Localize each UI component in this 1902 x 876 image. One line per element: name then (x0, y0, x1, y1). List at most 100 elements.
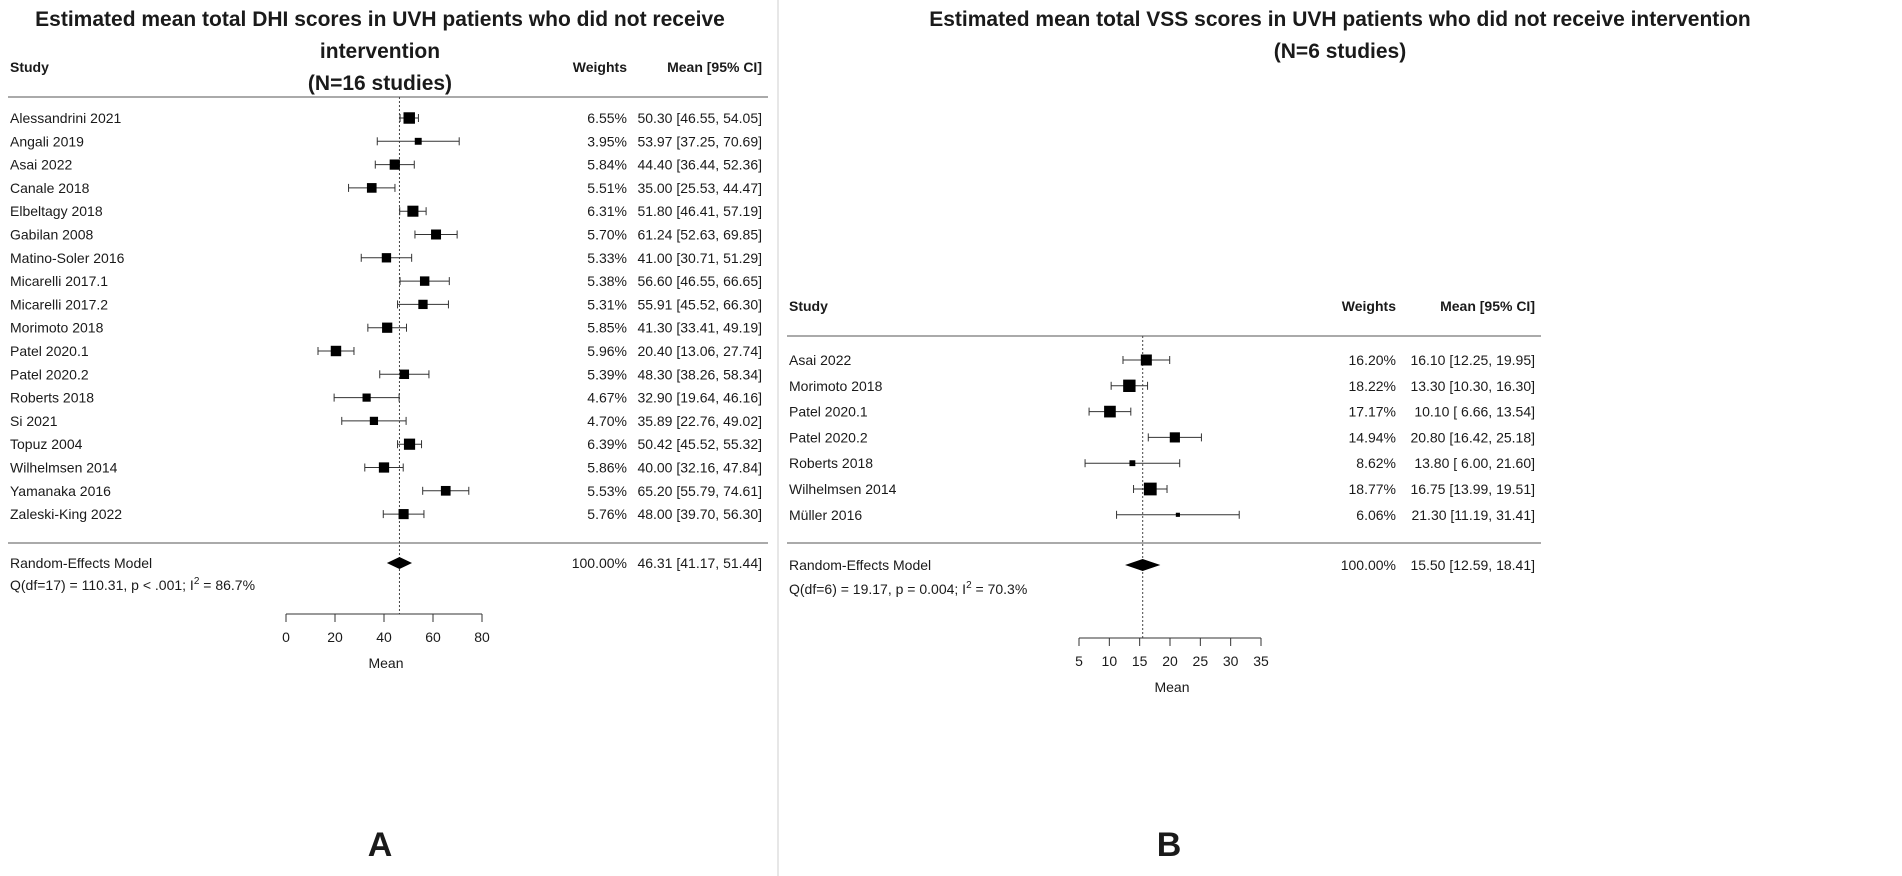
panel-a-title: Estimated mean total DHI scores in UVH p… (0, 4, 760, 100)
panel-a-study-mean-ci: 40.00 [32.16, 47.84] (637, 460, 762, 476)
panel-b-study-weight: 18.22% (1349, 378, 1396, 394)
panel-a-study-weight: 5.39% (587, 366, 627, 382)
panel-b-study-name: Patel 2020.1 (789, 404, 868, 420)
panel-a-study-weight: 5.85% (587, 320, 627, 336)
panel-b-title: Estimated mean total VSS scores in UVH p… (778, 4, 1902, 68)
panel-b-study-mean-ci: 13.30 [10.30, 16.30] (1410, 378, 1535, 394)
panel-a-study-mean-ci: 44.40 [36.44, 52.36] (637, 157, 762, 173)
panel-a-study-name: Angali 2019 (10, 133, 84, 149)
panel-a-summary-mean-ci: 46.31 [41.17, 51.44] (637, 555, 762, 571)
panel-b-summary-diamond (1125, 559, 1161, 571)
panel-b-x-tick-label: 30 (1223, 653, 1239, 669)
panel-b-estimate-box (1175, 512, 1180, 517)
panel-a-estimate-box (366, 183, 377, 193)
panel-a-estimate-box (407, 205, 419, 217)
panel-a-study-weight: 5.31% (587, 296, 627, 312)
panel-b-study-weight: 6.06% (1356, 507, 1396, 523)
panel-a-label: A (367, 826, 393, 864)
panel-a-x-tick-label: 80 (474, 629, 490, 645)
panel-b-study-weight: 14.94% (1349, 429, 1396, 445)
panel-a-study-weight: 5.70% (587, 227, 627, 243)
panel-a-study-mean-ci: 41.00 [30.71, 51.29] (637, 250, 762, 266)
panel-a-study-mean-ci: 41.30 [33.41, 49.19] (637, 320, 762, 336)
panel-a-title-line2: (N=16 studies) (307, 72, 453, 95)
panel-a-study-name: Micarelli 2017.2 (10, 296, 108, 312)
panel-a-summary-name: Random-Effects Model (10, 555, 152, 571)
panel-a-estimate-box (378, 462, 390, 473)
panel-a-study-name: Gabilan 2008 (10, 227, 94, 243)
panel-b-study-weight: 8.62% (1356, 455, 1396, 471)
panel-a-study-weight: 5.84% (587, 157, 627, 173)
panel-a-estimate-box (398, 509, 409, 520)
panel-b-summary-mean-ci: 15.50 [12.59, 18.41] (1410, 557, 1535, 573)
panel-b-x-tick-label: 10 (1102, 653, 1118, 669)
panel-b-estimate-box (1140, 354, 1152, 366)
panel-b-study-name: Morimoto 2018 (789, 378, 883, 394)
panel-a-study-mean-ci: 56.60 [46.55, 66.65] (637, 273, 762, 289)
panel-a-estimate-box (403, 112, 415, 124)
panel-a-estimate-box (381, 253, 392, 263)
panel-a-study-weight: 5.76% (587, 506, 627, 522)
panel-a-header-weights: Weights (573, 59, 627, 75)
panel-b-study-mean-ci: 21.30 [11.19, 31.41] (1411, 507, 1535, 523)
panel-b-estimate-box (1123, 379, 1136, 392)
panel-a-study-name: Patel 2020.2 (10, 366, 89, 382)
panel-a-study-name: Roberts 2018 (10, 390, 94, 406)
panel-a-estimate-box (362, 393, 371, 402)
panel-b-study-mean-ci: 20.80 [16.42, 25.18] (1410, 429, 1535, 445)
panel-b-study-name: Asai 2022 (789, 352, 851, 368)
panel-a-study-name: Elbeltagy 2018 (10, 203, 103, 219)
panel-b-study-weight: 18.77% (1349, 481, 1396, 497)
panel-a-study-name: Morimoto 2018 (10, 320, 104, 336)
panel-a-study-mean-ci: 51.80 [46.41, 57.19] (637, 203, 762, 219)
panel-a-study-name: Micarelli 2017.1 (10, 273, 108, 289)
panel-a-title-line1: Estimated mean total DHI scores in UVH p… (35, 8, 725, 63)
panel-a-summary-diamond (386, 557, 413, 569)
panel-a-estimate-box (418, 299, 428, 310)
panel-a-study-weight: 6.39% (587, 436, 627, 452)
panel-a-study-mean-ci: 48.00 [39.70, 56.30] (637, 506, 762, 522)
panel-a-study-name: Alessandrini 2021 (10, 110, 122, 126)
panel-a-estimate-box (419, 276, 430, 286)
panel-b-estimate-box (1129, 460, 1136, 467)
panel-b-study-name: Wilhelmsen 2014 (789, 481, 897, 497)
panel-a-x-tick-label: 40 (376, 629, 392, 645)
panel-a-study-weight: 5.38% (587, 273, 627, 289)
panel-b-study-mean-ci: 16.75 [13.99, 19.51] (1410, 481, 1535, 497)
panel-a-summary-weight: 100.00% (572, 555, 627, 571)
panel-a-x-tick-label: 20 (327, 629, 343, 645)
panel-b-summary-weight: 100.00% (1341, 557, 1396, 573)
panel-b-x-axis-label: Mean (1154, 679, 1189, 695)
panel-a-header-mean: Mean [95% CI] (667, 59, 762, 75)
panel-b-title-line2: (N=6 studies) (1273, 40, 1407, 63)
panel-b-heterogeneity: Q(df=6) = 19.17, p = 0.004; I2 = 70.3% (789, 580, 1027, 597)
panel-b-study-mean-ci: 13.80 [ 6.00, 21.60] (1414, 455, 1535, 471)
panel-a-study-name: Topuz 2004 (10, 436, 83, 452)
panel-a-study-weight: 5.51% (587, 180, 627, 196)
panel-b-header-mean: Mean [95% CI] (1440, 298, 1535, 314)
panel-a-estimate-box (440, 485, 451, 496)
panel-b-header-weights: Weights (1342, 298, 1396, 314)
panel-a-study-name: Asai 2022 (10, 157, 72, 173)
panel-a-study-name: Yamanaka 2016 (10, 483, 111, 499)
panel-b-header-study: Study (789, 298, 828, 314)
panel-b-label: B (1156, 826, 1182, 864)
panel-a-study-mean-ci: 50.42 [45.52, 55.32] (637, 436, 762, 452)
panel-a-heterogeneity: Q(df=17) = 110.31, p < .001; I2 = 86.7% (10, 576, 255, 593)
panel-b-estimate-box (1104, 405, 1116, 418)
panel-b-estimate-box (1169, 432, 1180, 443)
panel-a-study-mean-ci: 35.00 [25.53, 44.47] (637, 180, 762, 196)
panel-b-x-tick-label: 20 (1162, 653, 1178, 669)
panel-b-estimate-box (1143, 482, 1157, 496)
panel-b-study-weight: 16.20% (1349, 352, 1396, 368)
panel-a-header-study: Study (10, 59, 49, 75)
panel-a-estimate-box (330, 345, 342, 357)
panel-a-estimate-box (382, 322, 393, 333)
panel-a-estimate-box (414, 137, 422, 145)
panel-a-study-weight: 6.55% (587, 110, 627, 126)
panel-b-study-mean-ci: 16.10 [12.25, 19.95] (1410, 352, 1535, 368)
panel-a-study-name: Si 2021 (10, 413, 58, 429)
panel-a-study-weight: 3.95% (587, 133, 627, 149)
panel-a-study-weight: 6.31% (587, 203, 627, 219)
panel-a-study-mean-ci: 53.97 [37.25, 70.69] (637, 133, 762, 149)
